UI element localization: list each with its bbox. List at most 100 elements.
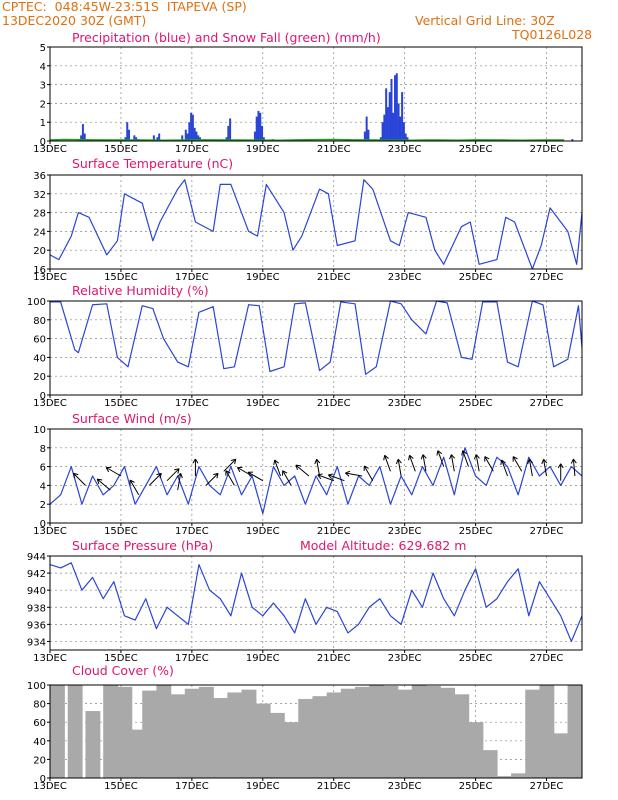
precip-bar <box>383 114 386 141</box>
x-tick-label: 23DEC <box>388 144 422 155</box>
cloud-cover-bar <box>340 688 356 778</box>
wind-arrow-head <box>230 458 236 461</box>
y-tick-label: 0 <box>40 391 46 402</box>
wind-arrow-head <box>176 473 182 478</box>
wind-arrow-head <box>96 479 100 485</box>
x-tick-label: 17DEC <box>175 272 209 283</box>
x-tick-label: 17DEC <box>175 526 209 537</box>
wind-arrow-head <box>437 450 443 455</box>
cloud-cover-bar <box>255 703 271 778</box>
x-tick-label: 27DEC <box>530 781 564 792</box>
wind-arrow <box>528 459 533 477</box>
wind-arrow <box>462 450 469 467</box>
cloud-cover-bar <box>468 722 484 778</box>
precip-bar <box>367 129 370 141</box>
precip-bar <box>385 88 388 141</box>
header-date: 13DEC2020 30Z (GMT) <box>2 13 147 28</box>
precip-bar <box>186 133 189 141</box>
wind-arrow-head <box>529 458 534 464</box>
pressure-frame <box>49 555 583 651</box>
y-tick-label: 80 <box>33 316 46 327</box>
wind-arrow-head <box>129 479 135 483</box>
precip-bar <box>255 116 258 141</box>
wind-arrow-head <box>234 459 237 465</box>
x-tick-label: 15DEC <box>104 272 138 283</box>
wind-arrow-head <box>317 474 322 480</box>
precip-bar <box>406 137 409 141</box>
wind-arrow-head <box>180 473 183 479</box>
precip-bar <box>191 114 194 141</box>
precip-bar <box>184 129 187 141</box>
x-tick-label: 19DEC <box>246 781 280 792</box>
cloud-cover-bar <box>326 692 342 778</box>
wind-arrow-head <box>345 470 351 474</box>
pressure-title: Surface Pressure (hPa) <box>72 538 213 553</box>
cloud-cover-bar <box>227 692 243 778</box>
precip-bar <box>392 112 395 141</box>
wind-arrow <box>397 459 402 477</box>
wind-arrow <box>501 459 508 477</box>
wind-arrow-head <box>174 468 180 471</box>
cloud-cover-bar <box>67 685 83 778</box>
cloud-cover-bar <box>128 729 143 778</box>
wind-arrow-head <box>395 459 399 465</box>
wind-arrow <box>247 471 264 482</box>
precip-bar <box>402 122 405 141</box>
x-tick-label: 15DEC <box>104 526 138 537</box>
y-tick-label: 6 <box>40 463 46 474</box>
x-tick-label: 27DEC <box>530 653 564 664</box>
y-tick-label: 2 <box>40 500 46 511</box>
rh-frame <box>49 300 583 396</box>
x-tick-label: 15DEC <box>104 653 138 664</box>
precip-bar <box>363 131 366 141</box>
x-tick-label: 25DEC <box>459 272 493 283</box>
pressure-series-line <box>49 562 583 643</box>
precip-bar <box>397 103 400 141</box>
cloud-cover-bar <box>397 689 413 778</box>
precip-bar <box>81 124 84 141</box>
y-tick-label: 20 <box>33 246 46 257</box>
x-tick-label: 23DEC <box>388 653 422 664</box>
cloud-panel: 0 20 40 60 80 100 13DEC 15DEC 17DEC 19DEC 21DEC 23D… <box>27 663 583 792</box>
wind-arrow <box>96 478 111 491</box>
x-tick-label: 19DEC <box>246 653 280 664</box>
wind-arrow-head <box>543 458 548 464</box>
wind-arrow <box>512 456 523 472</box>
wind-arrow-head <box>364 465 369 469</box>
x-tick-label: 25DEC <box>459 398 493 409</box>
x-tick-label: 21DEC <box>317 144 351 155</box>
x-tick-label: 25DEC <box>459 144 493 155</box>
header-station: CPTEC: 048:45W-23:51S ITAPEVA (SP) <box>2 0 247 14</box>
precip-bar <box>133 135 136 141</box>
precip-bar <box>404 133 407 141</box>
cloud-cover-bar <box>156 685 172 778</box>
wind-arrow <box>177 473 182 491</box>
precip-bar <box>198 137 201 141</box>
x-tick-label: 17DEC <box>175 781 209 792</box>
y-tick-label: 20 <box>33 755 46 766</box>
wind-panel: 0 2 4 6 8 10 13DEC 15DEC 17DEC 19DEC 21DEC 23DEC 25D… <box>33 411 583 537</box>
wind-arrow <box>543 459 548 477</box>
wind-arrow-head <box>461 450 464 456</box>
y-tick-label: 60 <box>33 335 46 346</box>
cloud-cover-bar <box>355 686 370 778</box>
y-tick-label: 5 <box>40 43 46 54</box>
wind-arrow-head <box>156 472 162 476</box>
wind-arrow <box>148 473 162 486</box>
precip-bar <box>152 135 155 141</box>
wind-arrow-head <box>462 450 467 455</box>
cloud-frame <box>49 684 583 779</box>
y-tick-label: 2 <box>40 99 46 110</box>
temp-series-line <box>49 179 583 270</box>
wind-arrow-head <box>72 473 76 479</box>
precip-bar <box>401 92 404 141</box>
wind-arrow <box>129 479 140 496</box>
wind-arrow <box>484 456 494 472</box>
y-tick-label: 40 <box>33 353 46 364</box>
x-tick-label: 21DEC <box>317 781 351 792</box>
cloud-cover-bar <box>103 685 119 778</box>
cloud-cover-bar <box>269 712 285 778</box>
precip-bar <box>257 110 260 141</box>
x-tick-label: 17DEC <box>175 398 209 409</box>
